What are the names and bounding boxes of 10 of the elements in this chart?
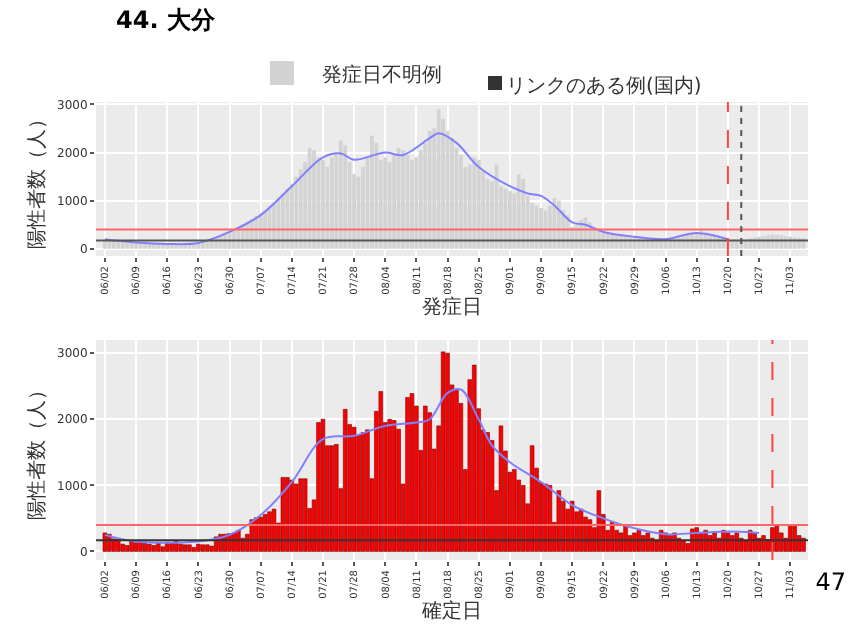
text: 47 [815,568,846,596]
y-axis-title: 陽性者数（人） [25,380,50,520]
text: リンクのある例(国内) [506,74,702,98]
legend-label: 発症日不明例 [322,62,442,87]
line-series [103,387,761,544]
chart-title: 44. 大分 [116,4,215,38]
x-axis-title: 確定日 [420,598,482,623]
line-series [103,132,729,246]
x-axis-title: 発症日 [422,294,482,319]
y-axis-title: 陽性者数（人） [25,109,50,249]
